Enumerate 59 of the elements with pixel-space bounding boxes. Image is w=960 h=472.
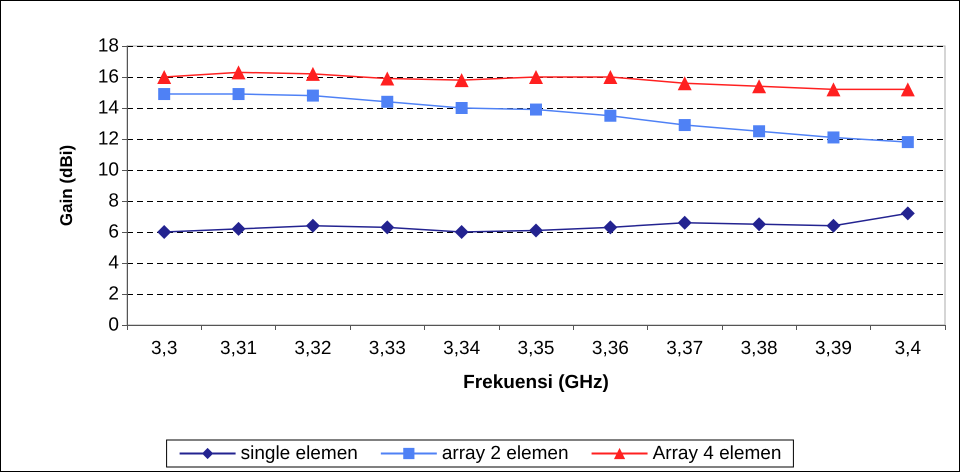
y-tick-label: 4 [108, 252, 120, 274]
point [529, 70, 543, 84]
point [529, 223, 543, 238]
y-tick-label: 6 [108, 222, 119, 242]
point [678, 119, 691, 132]
point [454, 73, 469, 88]
point [380, 220, 394, 234]
point [232, 88, 245, 100]
x-tick-label: 3,39 [814, 338, 852, 359]
y-tick-label: 16 [98, 66, 119, 88]
point [900, 82, 915, 96]
point [603, 220, 618, 234]
x-axis-title: Frekuensi (GHz) [463, 372, 609, 393]
point [678, 76, 692, 90]
point [456, 102, 468, 114]
y-axis-title: Gain (dBi) [57, 144, 76, 226]
x-tick-label: 3,3 [150, 338, 178, 359]
point [678, 216, 692, 230]
y-tick-label: 10 [98, 160, 119, 180]
point [826, 218, 840, 233]
x-tick-label: 3,33 [368, 338, 406, 359]
point [454, 225, 469, 239]
point [752, 79, 766, 94]
y-tick-label: 2 [108, 284, 119, 304]
point [752, 217, 766, 232]
legend-label: Array 4 elemen [652, 443, 782, 464]
x-tick-label: 3,32 [294, 338, 332, 359]
point [157, 70, 172, 84]
x-tick-label: 3,35 [518, 338, 554, 359]
point [826, 82, 840, 96]
y-tick-label: 8 [108, 190, 119, 212]
point [827, 131, 840, 144]
point [902, 136, 914, 148]
x-tick-label: 3,36 [592, 338, 629, 359]
point [381, 96, 394, 108]
point [158, 88, 170, 100]
x-tick-label: 3,37 [666, 338, 704, 359]
legend-label: single elemen [240, 443, 358, 464]
y-tick-label: 18 [98, 36, 119, 56]
point [232, 65, 246, 80]
point [306, 218, 320, 233]
point [530, 104, 542, 116]
y-tick-label: 0 [108, 314, 119, 336]
point [753, 125, 766, 138]
legend-label: array 2 elemen [442, 443, 569, 464]
y-tick-label: 12 [98, 128, 119, 150]
y-tick-label: 14 [98, 98, 120, 118]
point [900, 206, 915, 220]
point [380, 72, 394, 86]
point [603, 70, 618, 84]
x-tick-label: 3,34 [443, 338, 481, 359]
point [604, 110, 616, 122]
x-tick-label: 3,38 [740, 338, 778, 359]
point [306, 90, 319, 102]
point [157, 225, 172, 239]
point [232, 222, 246, 236]
point [306, 66, 320, 81]
x-tick-label: 3,4 [894, 338, 922, 359]
x-tick-label: 3,31 [220, 338, 258, 359]
